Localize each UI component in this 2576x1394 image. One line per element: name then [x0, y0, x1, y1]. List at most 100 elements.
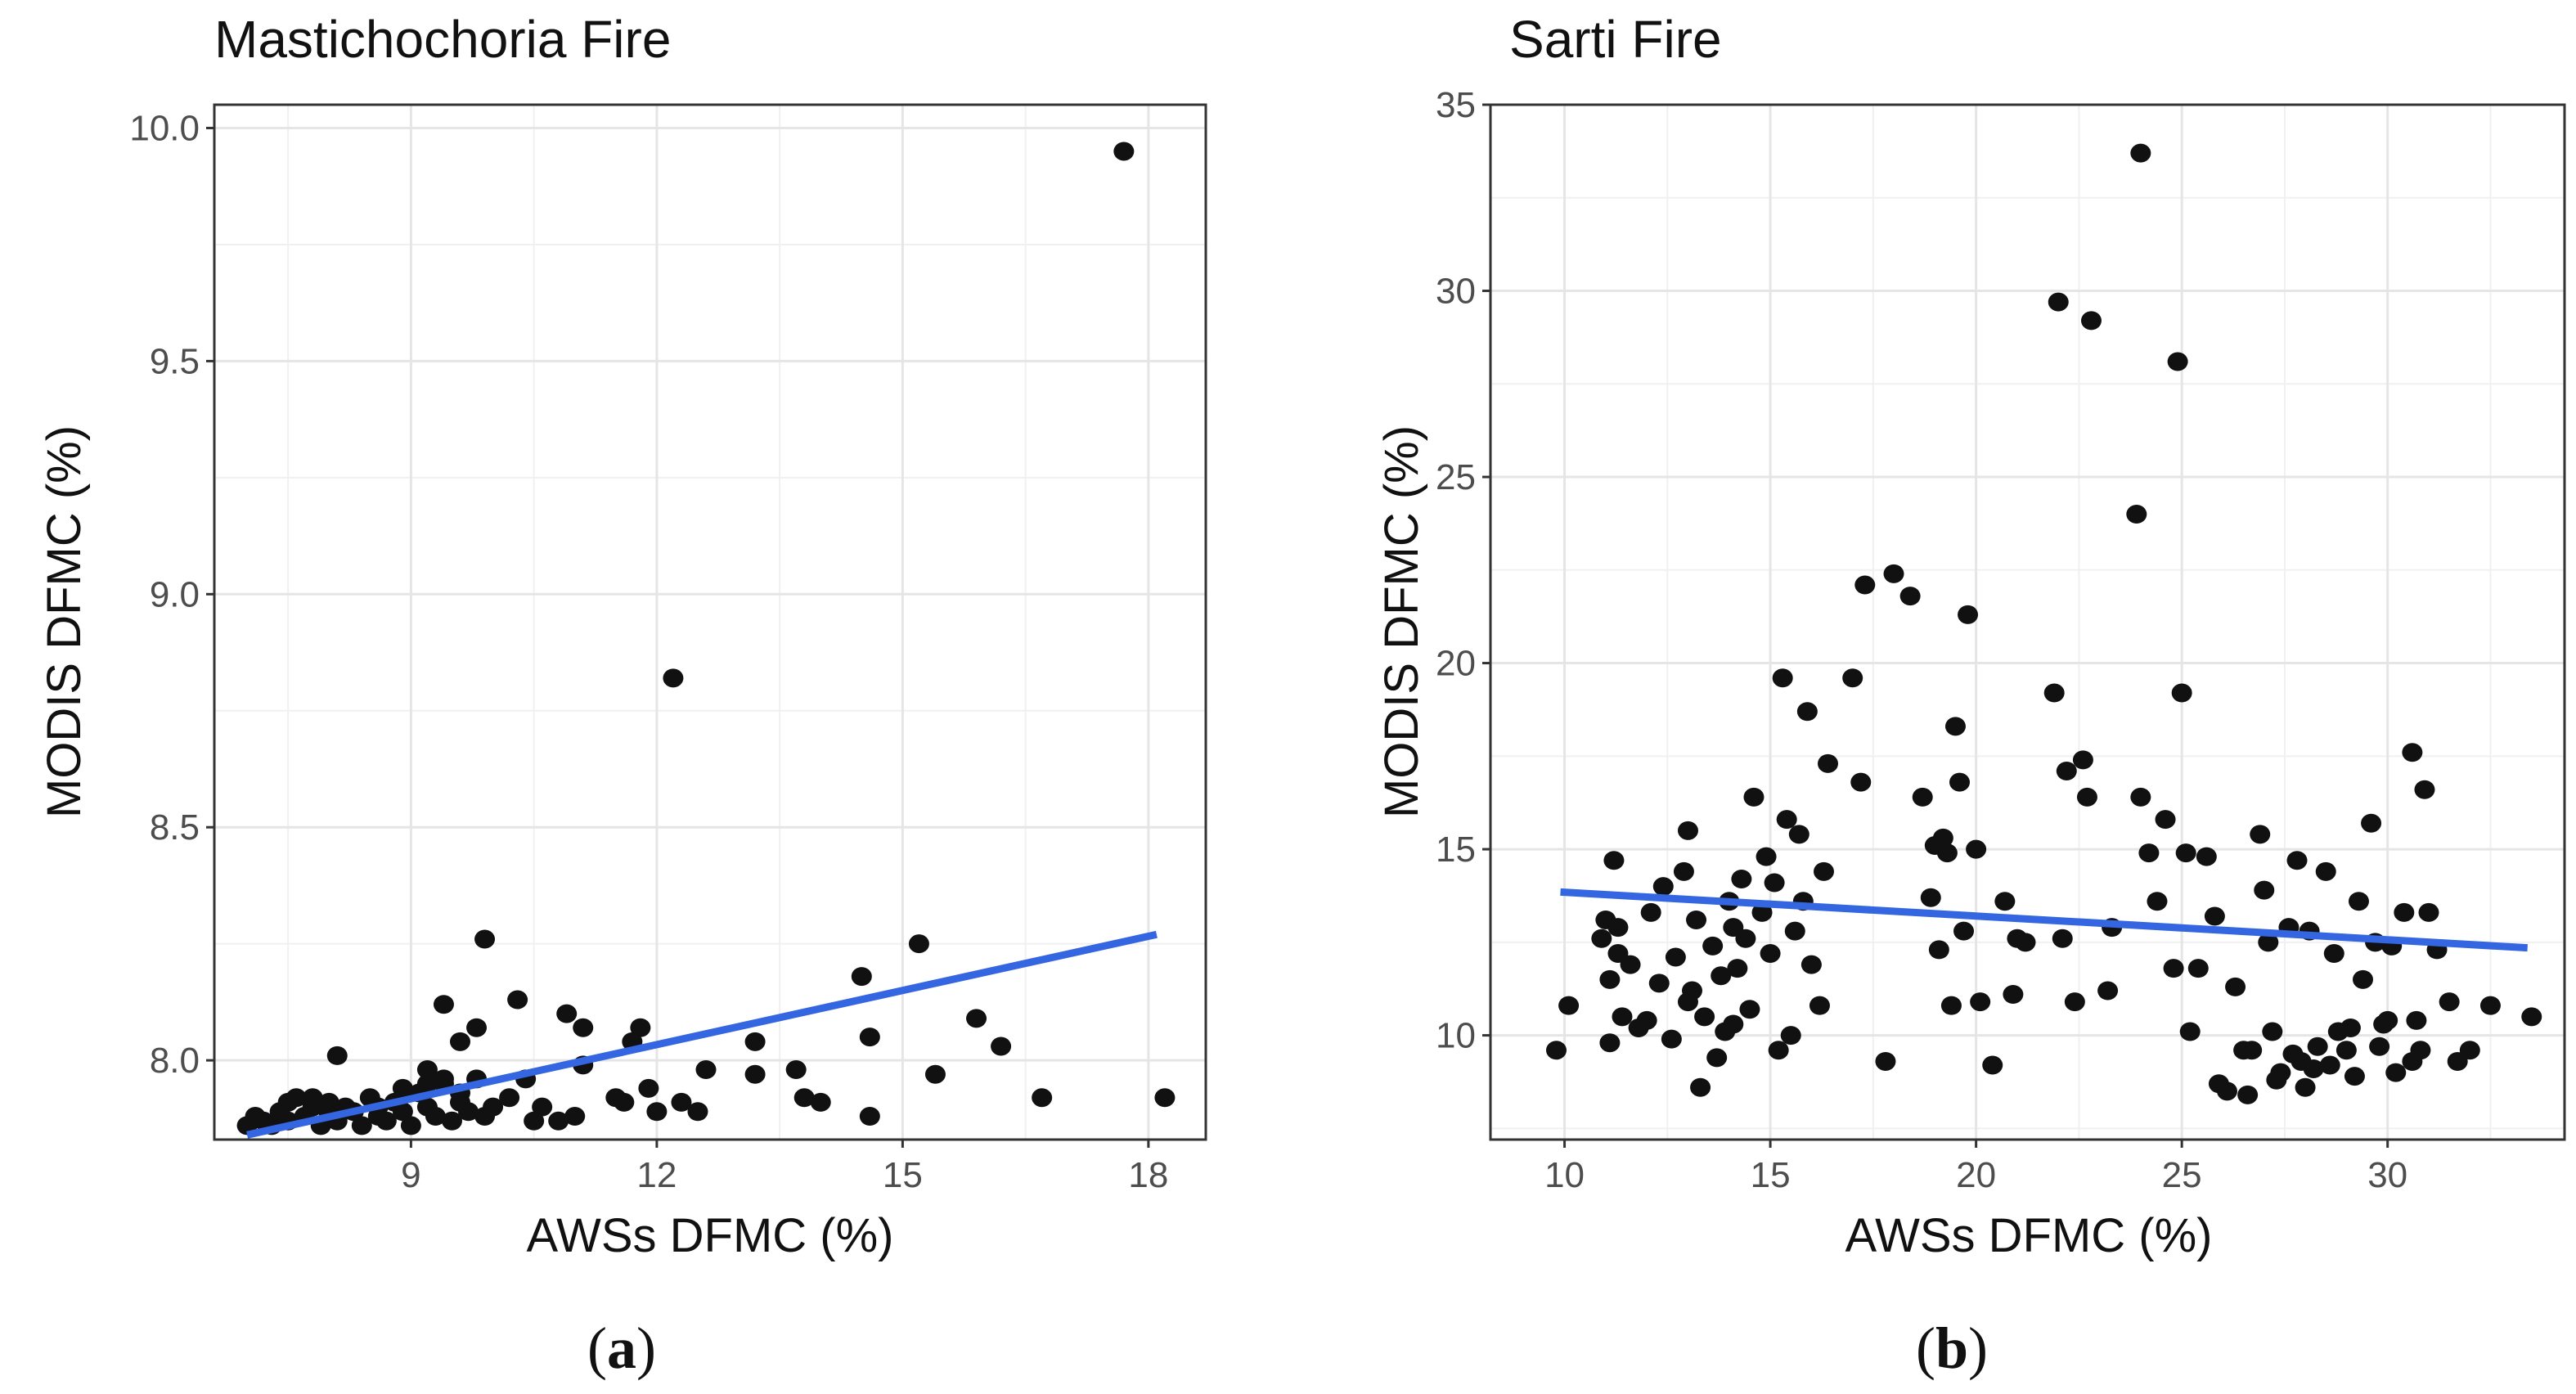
plot-b-data-point — [1772, 668, 1793, 688]
plot-a-grid — [214, 105, 1206, 1140]
plot-a-title: Mastichochoria Fire — [214, 10, 671, 69]
plot-b-data-point — [2410, 1041, 2431, 1060]
plot-b-data-point — [1686, 911, 1707, 930]
plot-a-x-axis-label: AWSs DFMC (%) — [527, 1209, 894, 1262]
plot-b-data-point — [2303, 1059, 2324, 1079]
plot-b-data-point — [1677, 992, 1698, 1012]
plot-b-data-point — [1723, 1014, 1744, 1034]
plot-a-y-tick-label: 9.5 — [150, 341, 200, 381]
plot-b-data-point — [2479, 996, 2501, 1015]
plot-a-data-point — [663, 668, 684, 688]
plot-b-data-point — [2225, 977, 2246, 996]
plot-b-data-point — [1545, 1041, 1567, 1060]
plot-b-x-tick-label: 10 — [1544, 1155, 1585, 1195]
plot-a-data-point — [416, 1060, 438, 1080]
plot-b-data-point — [2352, 969, 2373, 989]
plot-b-data-point — [1603, 851, 1625, 870]
plot-b-data-point — [2319, 1055, 2340, 1075]
plot-b-data-point — [2216, 1081, 2237, 1101]
plot-a-data-point — [524, 1111, 545, 1131]
plot-a-data-point — [433, 1069, 454, 1089]
plot-a-data-point — [630, 1018, 651, 1037]
plot-b-data-point — [1842, 668, 1863, 688]
plot-b-data-point — [1899, 587, 1921, 606]
plot-a-data-point — [793, 1088, 815, 1108]
plot-b-data-point — [1702, 936, 1724, 956]
plot-a-data-point — [400, 1116, 421, 1135]
plot-a-border — [213, 103, 1207, 1141]
plot-b-data-point — [2369, 1037, 2390, 1056]
plot-b-data-point — [2394, 902, 2415, 922]
plot-b-data-point — [2080, 311, 2102, 331]
plot-a-data-point — [785, 1060, 807, 1080]
plot-a-data-point — [474, 929, 496, 949]
plot-a-data-point — [851, 967, 872, 987]
plot-a-data-point — [433, 995, 454, 1014]
plot-b-data-point — [2335, 1041, 2357, 1060]
plot-b-data-point — [2315, 861, 2336, 881]
plot-b-data-point — [1949, 772, 1970, 792]
plot-b-data-point — [1875, 1051, 1896, 1071]
plot-b-data-point — [2521, 1007, 2542, 1027]
caption-a-letter: a — [607, 1315, 636, 1381]
plot-a-ticks: 9 12 15 18 8.0 8.5 9.0 9.5 10.0 — [129, 108, 1168, 1195]
plot-b-data-point — [1936, 843, 1958, 863]
plot-b-data-point — [2439, 992, 2460, 1012]
plot-b-data-point — [2138, 843, 2160, 863]
plot-a-data-point — [416, 1074, 438, 1094]
plot-b-data-point — [1818, 753, 1839, 773]
plot-a-data-point — [449, 1032, 470, 1051]
caption-b: (b) — [1916, 1315, 1988, 1381]
plot-b-data-point — [1776, 810, 1797, 830]
plot-b-data-point — [1612, 1007, 1633, 1027]
plot-a-data-point — [1113, 142, 1135, 161]
plot-b-data-point — [2126, 505, 2147, 524]
plot-a-trend-line — [246, 930, 1158, 1139]
plot-b-data-point — [1760, 943, 1781, 963]
plot-a-data-point — [392, 1102, 413, 1122]
plot-b-data-point — [2187, 959, 2209, 978]
plot-b-background — [1490, 105, 2565, 1140]
plot-a-data-point — [556, 1004, 578, 1023]
plot-b-data-point — [2043, 683, 2065, 703]
plot-b-data-point — [1809, 996, 1830, 1015]
plot-a-data-point — [646, 1102, 668, 1122]
plot-b-data-point — [1648, 974, 1670, 993]
plot-b-data-point — [2076, 787, 2097, 807]
plot-b-y-tick-label: 20 — [1436, 644, 1476, 684]
plot-a-data-point — [744, 1032, 766, 1051]
plot-a-data-point — [1154, 1088, 1176, 1108]
plot-a-data-point — [392, 1078, 413, 1098]
plot-b-data-point — [1854, 575, 1876, 595]
plot-b-data-point — [2459, 1041, 2480, 1060]
plot-a-data-point — [908, 934, 929, 954]
plot-b-data-point — [2385, 1063, 2407, 1082]
panel-a: 9 12 15 18 8.0 8.5 9.0 9.5 10.0 Mastichochoria F… — [38, 10, 1207, 1381]
plot-b-data-point — [2196, 847, 2217, 866]
plot-b-data-point — [1784, 921, 1805, 941]
plot-a-data-point — [507, 990, 528, 1010]
plot-b-data-point — [1780, 1026, 1801, 1046]
plot-b-data-point — [1912, 787, 1933, 807]
plot-a-data-point — [687, 1102, 708, 1122]
plot-b-data-point — [1970, 992, 1991, 1012]
plot-a-x-tick-label: 15 — [883, 1155, 923, 1195]
plot-b-data-point — [1932, 828, 1953, 848]
plot-a-y-axis-label: MODIS DFMC (%) — [38, 425, 91, 818]
plot-b-x-tick-label: 25 — [2162, 1155, 2202, 1195]
plot-b-data-point — [1694, 1007, 1715, 1027]
plot-b-data-point — [2402, 743, 2423, 762]
plot-a-data-point — [810, 1092, 831, 1112]
plot-b-data-point — [2003, 985, 2024, 1005]
plot-b-points — [1545, 143, 2542, 1104]
plot-a-data-point — [991, 1037, 1012, 1056]
plot-b-data-point — [2250, 825, 2271, 844]
plot-b-data-point — [1751, 902, 1773, 922]
plot-b-data-point — [2204, 906, 2225, 926]
plot-b-data-point — [1727, 959, 1748, 978]
plot-b-data-point — [2052, 929, 2073, 948]
plot-b-y-tick-label: 25 — [1436, 457, 1476, 497]
plot-a-data-point — [966, 1009, 987, 1028]
plot-b-y-axis-label: MODIS DFMC (%) — [1375, 425, 1428, 818]
plot-a-data-point — [351, 1116, 372, 1135]
